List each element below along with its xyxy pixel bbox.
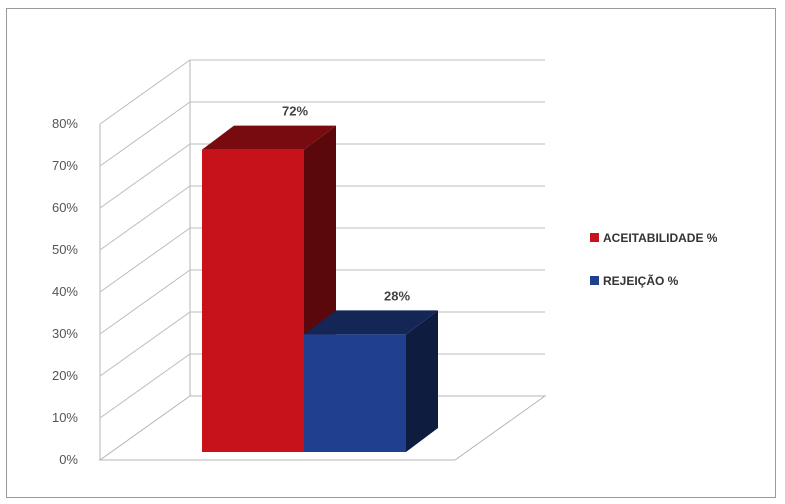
gridline	[99, 101, 545, 167]
bar-side	[406, 310, 438, 452]
legend: ACEITABILIDADE % REJEIÇÃO %	[590, 231, 718, 288]
bar-top	[202, 125, 336, 150]
legend-swatch	[590, 276, 599, 285]
data-label: 28%	[384, 288, 410, 303]
data-labels: 72% 28%	[282, 104, 410, 304]
gridline	[99, 59, 545, 125]
legend-swatch	[590, 233, 599, 242]
y-tick-label: 70%	[52, 158, 78, 173]
gridlines	[99, 59, 545, 419]
y-tick-label: 20%	[52, 368, 78, 383]
y-tick-label: 30%	[52, 326, 78, 341]
legend-label: ACEITABILIDADE %	[603, 231, 718, 245]
bars	[202, 125, 438, 452]
gridline	[99, 143, 545, 209]
floor	[98, 395, 547, 461]
gridline	[99, 227, 545, 293]
gridline	[99, 185, 545, 251]
y-tick-label: 60%	[52, 200, 78, 215]
y-tick-label: 10%	[52, 410, 78, 425]
data-label: 72%	[282, 104, 308, 119]
y-tick-label: 80%	[52, 116, 78, 131]
y-tick-label: 0%	[59, 452, 78, 467]
y-tick-label: 50%	[52, 242, 78, 257]
y-axis-ticks: 0% 10% 20% 30% 40% 50% 60% 70% 80%	[52, 116, 78, 467]
bar	[304, 334, 406, 452]
bar-top	[304, 310, 438, 335]
bar	[202, 149, 304, 452]
legend-label: REJEIÇÃO %	[603, 273, 679, 288]
y-tick-label: 40%	[52, 284, 78, 299]
gridline	[99, 269, 545, 335]
